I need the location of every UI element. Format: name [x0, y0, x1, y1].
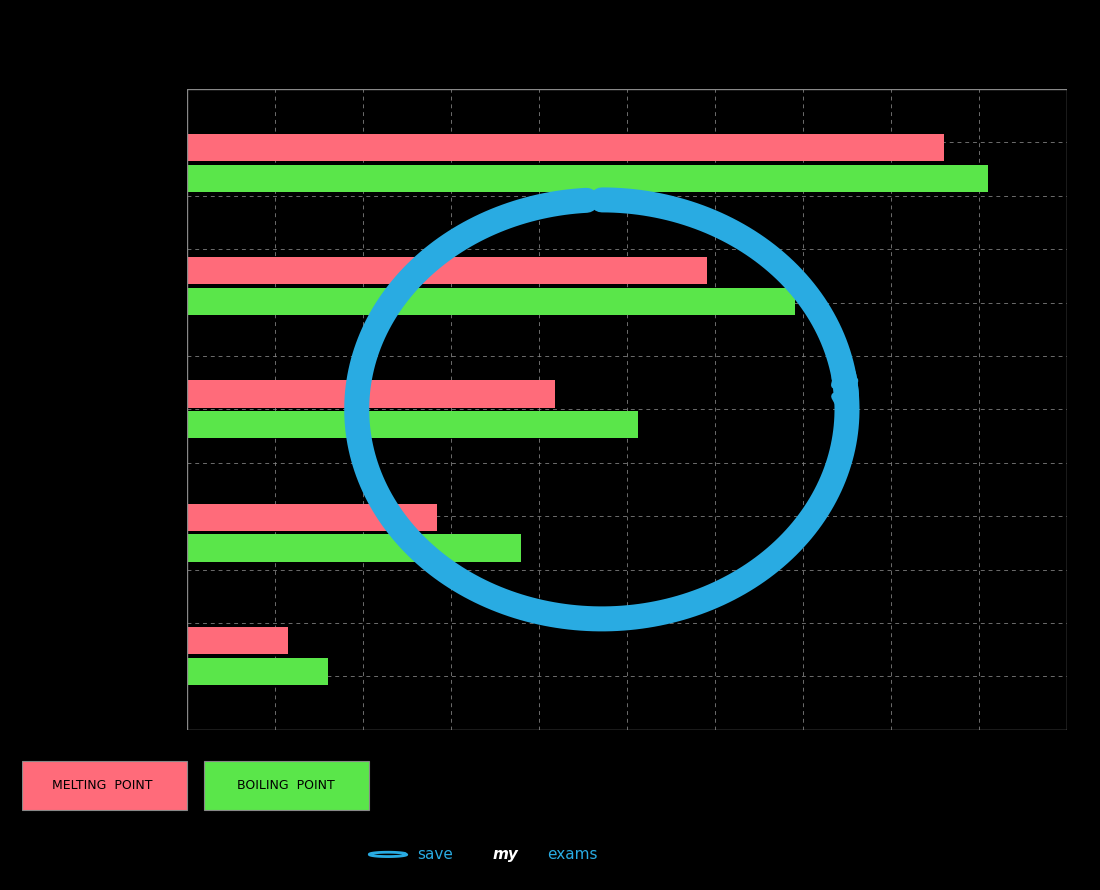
Bar: [187, 257, 707, 284]
Bar: [187, 658, 328, 684]
Bar: [187, 411, 638, 439]
Bar: [187, 380, 556, 408]
Text: my: my: [493, 847, 518, 862]
Bar: [187, 134, 944, 161]
Text: MELTING  POINT: MELTING POINT: [52, 779, 152, 792]
Bar: [187, 288, 795, 315]
Text: BOILING  POINT: BOILING POINT: [238, 779, 334, 792]
FancyBboxPatch shape: [22, 761, 187, 810]
Bar: [187, 627, 287, 654]
Text: save: save: [417, 847, 453, 862]
Bar: [187, 504, 437, 530]
Bar: [187, 165, 988, 192]
Text: exams: exams: [547, 847, 597, 862]
FancyBboxPatch shape: [204, 761, 368, 810]
Bar: [187, 535, 521, 562]
